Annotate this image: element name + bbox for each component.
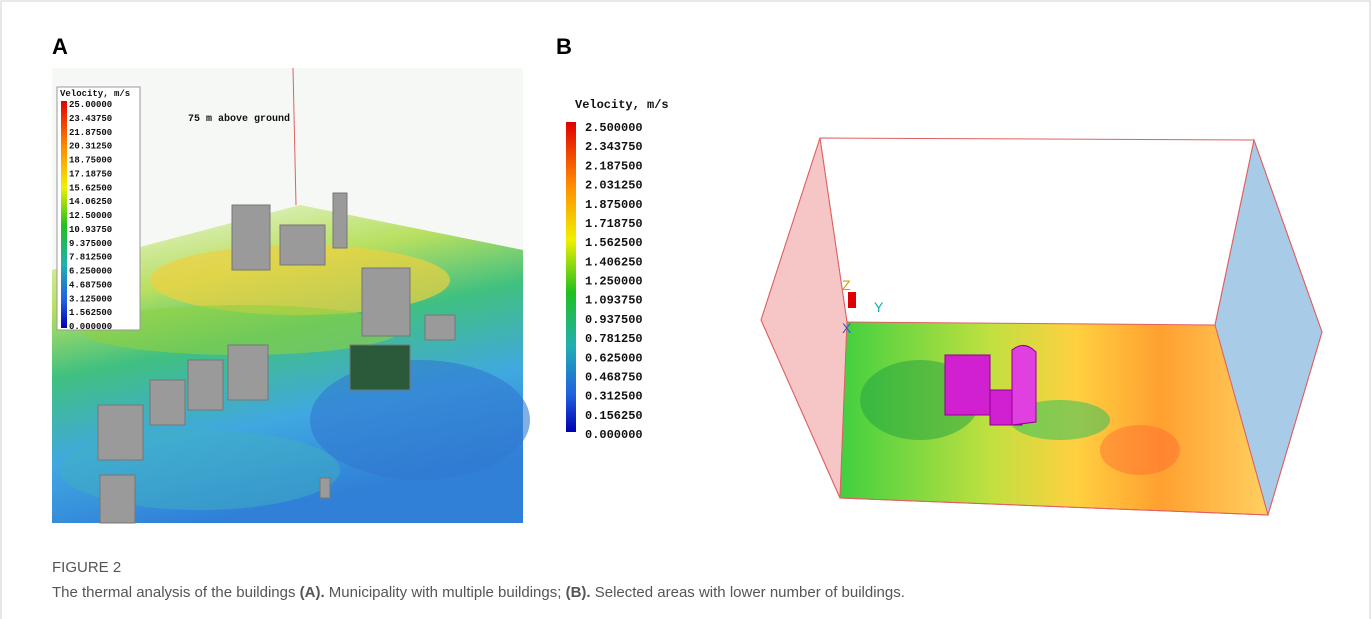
legend-label: 1.562500 — [585, 236, 643, 250]
legend-label: 14.06250 — [69, 197, 112, 207]
legend-label: 1.406250 — [585, 255, 643, 269]
legend-label: 21.87500 — [69, 128, 112, 138]
legend-label: 0.625000 — [585, 351, 643, 365]
color-bar — [566, 122, 576, 432]
legend-label: 2.343750 — [585, 140, 643, 154]
legend-label: 0.312500 — [585, 390, 643, 404]
caption-text: Selected areas with lower number of buil… — [591, 584, 905, 601]
legend-label: 9.375000 — [69, 239, 112, 249]
figure-label: FIGURE 2 — [52, 559, 121, 576]
legend-label: 15.62500 — [69, 183, 112, 193]
caption-ref: (B). — [566, 584, 591, 601]
legend-label: 18.75000 — [69, 156, 112, 166]
legend-label: 3.125000 — [69, 294, 112, 304]
legend-label: 0.937500 — [585, 313, 643, 327]
panel-label: A — [52, 34, 68, 59]
caption-text: The thermal analysis of the buildings — [52, 584, 300, 601]
legend-label: 1.718750 — [585, 217, 643, 231]
legend-label: 2.031250 — [585, 179, 643, 193]
legend-label: 2.187500 — [585, 159, 643, 173]
legend-label: 20.31250 — [69, 142, 112, 152]
legend-title: Velocity, m/s — [60, 89, 130, 99]
legend-label: 6.250000 — [69, 267, 112, 277]
legend-label: 7.812500 — [69, 253, 112, 263]
legend-label: 1.250000 — [585, 275, 643, 289]
legend-label: 23.43750 — [69, 114, 112, 124]
legend-label: 10.93750 — [69, 225, 112, 235]
legend-label: 4.687500 — [69, 280, 112, 290]
legend-label: 2.500000 — [585, 121, 643, 135]
legend-label: 25.00000 — [69, 100, 112, 110]
legend-label: 0.000000 — [69, 322, 112, 332]
legend-label: 0.468750 — [585, 370, 643, 384]
legend-label: 0.000000 — [585, 428, 643, 442]
caption-ref: (A). — [300, 584, 325, 601]
legend-label: 1.875000 — [585, 198, 643, 212]
axis-label: X — [842, 320, 852, 336]
figure: A B Velocity, m/s 75 m above ground 25.0… — [0, 0, 1371, 619]
legend-label: 1.093750 — [585, 294, 643, 308]
axis-label: Z — [842, 277, 851, 293]
annotation: 75 m above ground — [188, 113, 290, 125]
legend-label: 1.562500 — [69, 308, 112, 318]
legend-label: 0.781250 — [585, 332, 643, 346]
caption-text: Municipality with multiple buildings; — [325, 584, 566, 601]
panel-label: B — [556, 34, 572, 59]
panel-a-image — [52, 68, 530, 523]
axis-label: Y — [874, 299, 884, 315]
legend-label: 12.50000 — [69, 211, 112, 221]
legend-label: 0.156250 — [585, 409, 643, 423]
caption: The thermal analysis of the buildings (A… — [52, 584, 905, 601]
legend-label: 17.18750 — [69, 169, 112, 179]
legend-title: Velocity, m/s — [575, 98, 669, 112]
